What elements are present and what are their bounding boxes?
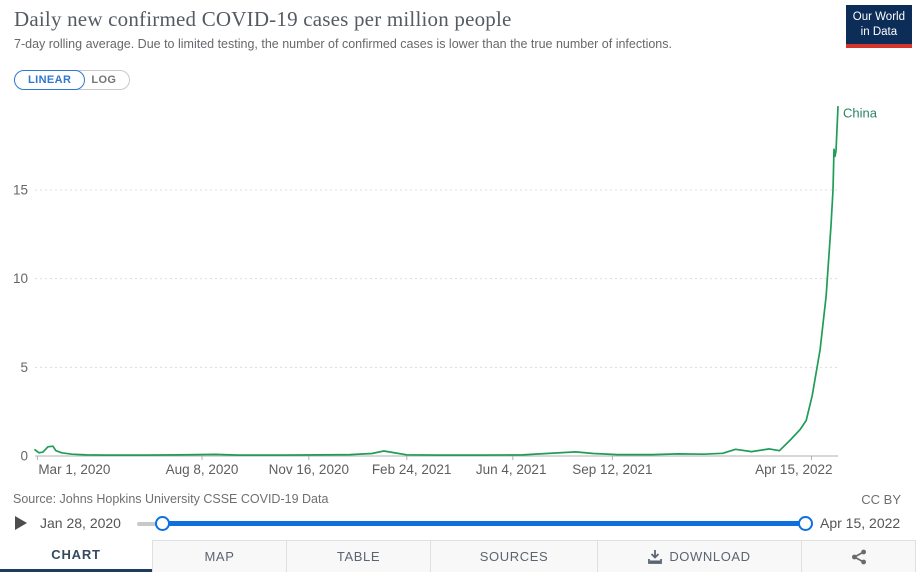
tab-table-label: TABLE: [336, 549, 381, 564]
tab-download[interactable]: DOWNLOAD: [598, 540, 802, 572]
tab-map[interactable]: MAP: [152, 540, 287, 572]
tab-sources-label: SOURCES: [479, 549, 549, 564]
tab-sources[interactable]: SOURCES: [431, 540, 598, 572]
timeline-track-selected[interactable]: [163, 521, 806, 526]
tab-download-label: DOWNLOAD: [669, 549, 751, 564]
scale-toggle: LINEAR LOG: [14, 70, 131, 90]
footer-tab-bar: CHART MAP TABLE SOURCES DOWNLOAD: [0, 540, 916, 572]
timeline-start-handle[interactable]: [155, 516, 170, 531]
x-axis-label: Mar 1, 2020: [38, 462, 110, 477]
y-axis-label: 10: [13, 271, 28, 286]
chart-subtitle: 7-day rolling average. Due to limited te…: [14, 37, 672, 51]
owid-logo-line2: in Data: [860, 25, 898, 38]
log-button[interactable]: LOG: [70, 70, 131, 90]
download-icon: [648, 549, 663, 564]
y-axis-label: 15: [13, 183, 28, 198]
share-icon: [851, 549, 866, 564]
timeline-end-date[interactable]: Apr 15, 2022: [820, 515, 901, 531]
tab-chart[interactable]: CHART: [0, 540, 152, 572]
license-link[interactable]: CC BY: [861, 492, 901, 507]
owid-logo[interactable]: Our World in Data: [845, 5, 912, 48]
source-text[interactable]: Source: Johns Hopkins University CSSE CO…: [13, 492, 329, 506]
x-axis-label: Sep 12, 2021: [572, 462, 652, 477]
x-axis-label: Jun 4, 2021: [476, 462, 547, 477]
timeline-end-handle[interactable]: [798, 516, 813, 531]
x-axis-label: Nov 16, 2020: [269, 462, 349, 477]
x-axis-label: Aug 8, 2020: [166, 462, 239, 477]
timeline-track-unselected[interactable]: [137, 522, 167, 526]
play-icon[interactable]: [14, 515, 28, 531]
tab-chart-label: CHART: [51, 547, 101, 562]
x-axis-label: Feb 24, 2021: [372, 462, 452, 477]
tab-table[interactable]: TABLE: [287, 540, 431, 572]
owid-logo-line1: Our World: [852, 11, 905, 23]
tab-map-label: MAP: [204, 549, 235, 564]
tab-share[interactable]: [802, 540, 916, 572]
timeline-start-date[interactable]: Jan 28, 2020: [40, 515, 121, 531]
series-line-china: [34, 105, 839, 456]
y-axis-label: 0: [20, 449, 28, 464]
linear-button[interactable]: LINEAR: [14, 70, 86, 90]
y-axis-label: 5: [20, 360, 28, 375]
series-label-china: China: [843, 106, 878, 121]
chart-title: Daily new confirmed COVID-19 cases per m…: [14, 7, 512, 31]
line-chart: 0 5 10 15 Mar 1, 2020 Aug 8, 2020 Nov 16, 2020…: [13, 105, 878, 477]
x-axis-label: Apr 15, 2022: [755, 462, 832, 477]
